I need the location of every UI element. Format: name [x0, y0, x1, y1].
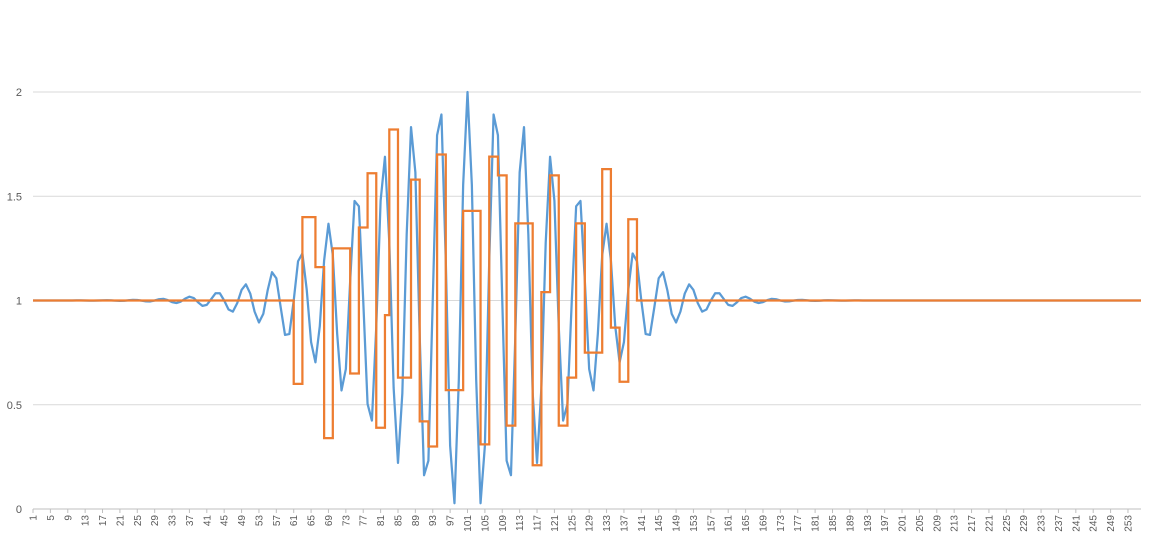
x-tick-label: 221	[984, 515, 995, 532]
y-tick-label: 1	[16, 296, 22, 308]
y-tick-label: 0.5	[7, 400, 22, 412]
x-tick-label: 165	[741, 515, 752, 532]
y-axis-tick-labels: 0 0.5 1 1.5 2	[7, 87, 22, 516]
x-tick-label: 117	[533, 515, 544, 531]
series-2-step-line	[33, 128, 1141, 467]
x-tick-label: 45	[220, 515, 231, 527]
x-tick-label: 249	[1106, 515, 1117, 532]
x-tick-label: 97	[446, 515, 457, 527]
x-tick-label: 53	[254, 515, 265, 527]
x-tick-label: 145	[654, 515, 665, 532]
x-tick-label: 181	[811, 515, 822, 532]
x-tick-label: 157	[706, 515, 717, 532]
x-tick-label: 37	[185, 515, 196, 527]
y-tick-label: 2	[16, 87, 22, 99]
x-tick-label: 213	[950, 515, 961, 532]
x-tick-label: 169	[758, 515, 769, 532]
x-tick-label: 1	[29, 515, 40, 521]
x-tick-label: 69	[324, 515, 335, 527]
x-tick-label: 121	[550, 515, 561, 532]
x-tick-label: 9	[63, 515, 74, 521]
x-tick-label: 173	[776, 515, 787, 532]
x-axis-tick-labels: 1 5 9 13 17 21 25 29 33 37 41 45 49 53 57 61 65 69 73 77 81 8…	[29, 509, 1134, 532]
x-tick-label: 237	[1054, 515, 1065, 532]
x-tick-label: 113	[515, 515, 526, 531]
x-tick-label: 73	[341, 515, 352, 527]
x-tick-label: 185	[828, 515, 839, 532]
plot-area	[33, 90, 1141, 505]
x-tick-label: 209	[932, 515, 943, 532]
x-tick-label: 161	[724, 515, 735, 532]
x-tick-label: 177	[793, 515, 804, 532]
x-tick-label: 41	[202, 515, 213, 527]
x-tick-label: 61	[289, 515, 300, 527]
x-tick-label: 201	[898, 515, 909, 532]
x-tick-label: 129	[585, 515, 596, 532]
x-tick-label: 5	[46, 515, 57, 521]
x-tick-label: 109	[498, 515, 509, 532]
x-tick-label: 133	[602, 515, 613, 532]
x-tick-label: 25	[133, 515, 144, 527]
x-tick-label: 189	[845, 515, 856, 532]
x-tick-label: 193	[863, 515, 874, 532]
x-tick-label: 89	[411, 515, 422, 527]
x-tick-label: 137	[619, 515, 630, 532]
x-tick-label: 141	[637, 515, 648, 532]
y-tick-label: 0	[16, 504, 22, 516]
x-tick-label: 85	[393, 515, 404, 527]
x-tick-label: 65	[307, 515, 318, 527]
x-tick-label: 233	[1037, 515, 1048, 532]
x-tick-label: 205	[915, 515, 926, 532]
x-tick-label: 21	[115, 515, 126, 527]
x-tick-label: 149	[672, 515, 683, 532]
x-tick-label: 125	[567, 515, 578, 532]
x-tick-label: 33	[168, 515, 179, 527]
series-1-line	[33, 90, 1141, 505]
x-tick-label: 93	[428, 515, 439, 527]
x-tick-label: 217	[967, 515, 978, 532]
x-tick-label: 29	[150, 515, 161, 527]
x-tick-label: 57	[272, 515, 283, 527]
x-tick-label: 105	[480, 515, 491, 532]
x-tick-label: 17	[98, 515, 109, 527]
y-tick-label: 1.5	[7, 191, 22, 203]
x-tick-label: 197	[880, 515, 891, 532]
x-tick-label: 245	[1089, 515, 1100, 532]
x-tick-label: 225	[1002, 515, 1013, 532]
x-tick-label: 77	[359, 515, 370, 527]
x-tick-label: 153	[689, 515, 700, 532]
x-tick-label: 253	[1123, 515, 1134, 532]
x-tick-label: 241	[1071, 515, 1082, 532]
x-tick-label: 81	[376, 515, 387, 527]
x-tick-label: 49	[237, 515, 248, 527]
x-tick-label: 101	[463, 515, 474, 532]
x-tick-label: 13	[81, 515, 92, 527]
x-tick-label: 229	[1019, 515, 1030, 532]
